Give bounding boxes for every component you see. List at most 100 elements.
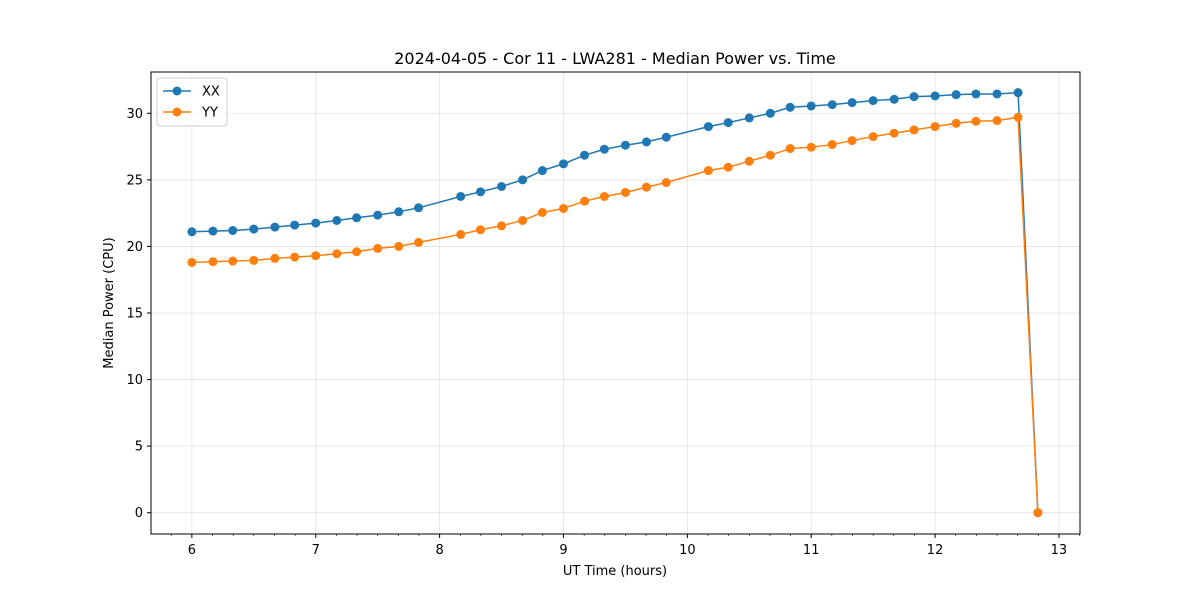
data-point-xx [744,113,754,123]
data-point-xx [580,150,590,160]
data-point-yy [228,256,238,266]
data-point-yy [580,196,590,206]
data-point-yy [249,255,259,265]
y-tick-label: 0 [135,506,143,521]
data-point-xx [909,92,919,102]
legend-label-xx: XX [202,85,220,100]
data-point-xx [992,89,1002,99]
data-point-yy [208,257,218,267]
data-point-xx [806,101,816,111]
x-tick-label: 12 [927,543,944,558]
y-axis: 0 5 10 15 20 25 30 [126,107,151,521]
plot-frame [150,71,1081,535]
data-point-yy [889,128,899,138]
data-point-yy [311,251,321,261]
series-line-xx [191,91,1039,513]
data-point-yy [187,257,197,267]
y-tick-label: 20 [126,240,143,255]
data-point-yy [373,243,383,253]
data-point-xx [187,227,197,237]
data-point-xx [847,98,857,108]
data-point-yy [723,162,733,172]
data-point-xx [703,122,713,132]
x-axis: 6 7 8 9 10 11 12 13 [170,534,1080,558]
series-line-yy [191,116,1039,513]
data-point-xx [951,90,961,100]
data-point-yy [847,136,857,146]
data-point-yy [765,150,775,160]
data-point-xx [1013,88,1023,98]
y-tick-label: 30 [126,107,143,122]
data-point-xx [723,118,733,128]
data-point-xx [456,191,466,201]
x-tick-label: 6 [188,543,196,558]
x-axis-label: UT Time (hours) [563,564,667,579]
data-point-yy [270,253,280,263]
data-point-xx [868,96,878,106]
data-point-xx [599,144,609,154]
data-point-yy [1013,112,1023,122]
data-point-xx [620,140,630,150]
data-point-xx [228,225,238,235]
data-point-yy [930,122,940,132]
data-point-yy [992,116,1002,126]
data-point-yy [661,178,671,188]
data-point-xx [270,222,280,232]
data-point-yy [703,166,713,176]
y-tick-label: 5 [135,440,143,455]
legend: XX YY [156,77,228,127]
data-point-yy [641,182,651,192]
y-tick-label: 15 [126,306,143,321]
data-point-yy [1033,508,1043,518]
data-point-xx [827,100,837,110]
data-point-yy [537,207,547,217]
data-point-yy [290,252,300,262]
data-point-yy [620,187,630,197]
x-tick-label: 13 [1051,543,1068,558]
legend-label-yy: YY [201,106,218,121]
data-point-xx [971,89,981,99]
data-point-yy [558,203,568,213]
legend-marker-yy [172,107,182,117]
data-point-xx [394,207,404,217]
x-tick-label: 9 [559,543,567,558]
data-point-xx [290,220,300,230]
grid-lines [151,72,1080,534]
legend-marker-xx [172,86,182,96]
data-point-yy [332,249,342,259]
data-point-yy [456,229,466,239]
data-point-yy [785,144,795,154]
data-point-xx [311,218,321,228]
data-point-yy [868,132,878,142]
data-point-yy [414,237,424,247]
data-point-xx [414,203,424,213]
data-point-xx [497,182,507,192]
y-tick-label: 10 [126,373,143,388]
data-point-yy [518,215,528,225]
x-tick-label: 10 [679,543,696,558]
x-tick-label: 7 [312,543,320,558]
data-point-yy [599,191,609,201]
data-point-xx [332,215,342,225]
data-point-xx [352,213,362,223]
data-point-xx [641,137,651,147]
data-point-yy [352,247,362,257]
data-point-yy [475,225,485,235]
data-point-yy [909,125,919,135]
data-point-yy [744,156,754,166]
data-point-yy [951,118,961,128]
data-point-xx [558,159,568,169]
chart-title: 2024-04-05 - Cor 11 - LWA281 - Median Po… [394,49,836,68]
y-axis-label: Median Power (CPU) [102,237,117,368]
x-tick-label: 8 [435,543,443,558]
data-point-xx [889,94,899,104]
data-point-xx [537,166,547,176]
data-point-yy [971,116,981,126]
data-point-xx [930,91,940,101]
data-point-xx [208,226,218,236]
y-tick-label: 25 [126,173,143,188]
series-lines [187,88,1043,518]
data-point-xx [518,175,528,185]
data-point-yy [806,142,816,152]
